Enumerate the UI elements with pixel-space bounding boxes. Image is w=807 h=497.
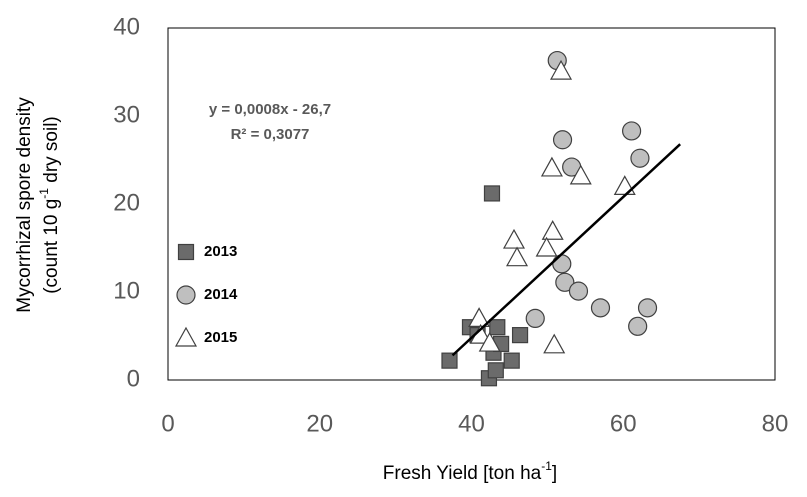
point — [637, 298, 658, 318]
point — [621, 121, 642, 141]
y-tick-label: 30 — [113, 101, 140, 128]
point — [541, 220, 564, 240]
point — [555, 272, 575, 292]
legend-label: 2013 — [204, 243, 237, 260]
point — [478, 331, 501, 352]
y-tick-label: 0 — [127, 365, 140, 392]
legend-label: 2014 — [204, 286, 238, 303]
point — [503, 352, 520, 369]
legend-label: 2015 — [204, 329, 237, 346]
point — [441, 352, 458, 369]
x-label-part: Fresh Yield [ton ha — [383, 463, 542, 484]
y-label-part: (count 10 g — [41, 199, 62, 294]
y-label-line1: Mycorrhizal spore density — [14, 97, 35, 313]
legend-marker — [176, 285, 196, 305]
point — [525, 308, 545, 328]
point — [535, 236, 558, 257]
y-label-part: dry soil) — [41, 116, 62, 188]
point — [550, 59, 573, 80]
y-tick-label: 20 — [113, 189, 140, 216]
x-tick-label: 0 — [161, 410, 174, 437]
point — [628, 316, 648, 336]
point — [569, 164, 592, 185]
point — [613, 175, 636, 195]
point — [630, 148, 650, 168]
x-tick-label: 20 — [306, 410, 333, 437]
x-tick-label: 80 — [762, 410, 789, 437]
y-tick-label: 10 — [113, 277, 140, 304]
point — [552, 254, 572, 274]
point — [568, 281, 589, 301]
x-label-part: ] — [552, 463, 557, 484]
point — [590, 298, 611, 318]
point — [502, 228, 526, 249]
point — [540, 156, 563, 177]
y-label-line2: (count 10 g-1 dry soil) — [37, 116, 62, 294]
r-squared: R² = 0,3077 — [231, 126, 310, 143]
point — [489, 319, 506, 336]
point — [487, 362, 504, 379]
x-tick-label: 40 — [458, 410, 485, 437]
point — [468, 307, 491, 327]
y-tick-label: 40 — [113, 13, 140, 40]
equation: y = 0,0008x - 26,7 — [209, 101, 331, 118]
point — [552, 130, 573, 150]
point — [543, 333, 566, 354]
point — [506, 246, 529, 267]
legend-marker — [174, 326, 198, 347]
x-label-sup: -1 — [541, 459, 552, 473]
point — [511, 327, 529, 344]
point — [483, 185, 501, 202]
y-label-sup: -1 — [37, 188, 51, 199]
x-tick-label: 60 — [610, 410, 637, 437]
plot-area — [167, 27, 776, 381]
trendline — [451, 143, 682, 357]
legend-marker — [177, 243, 195, 261]
x-label: Fresh Yield [ton ha-1] — [383, 459, 557, 484]
